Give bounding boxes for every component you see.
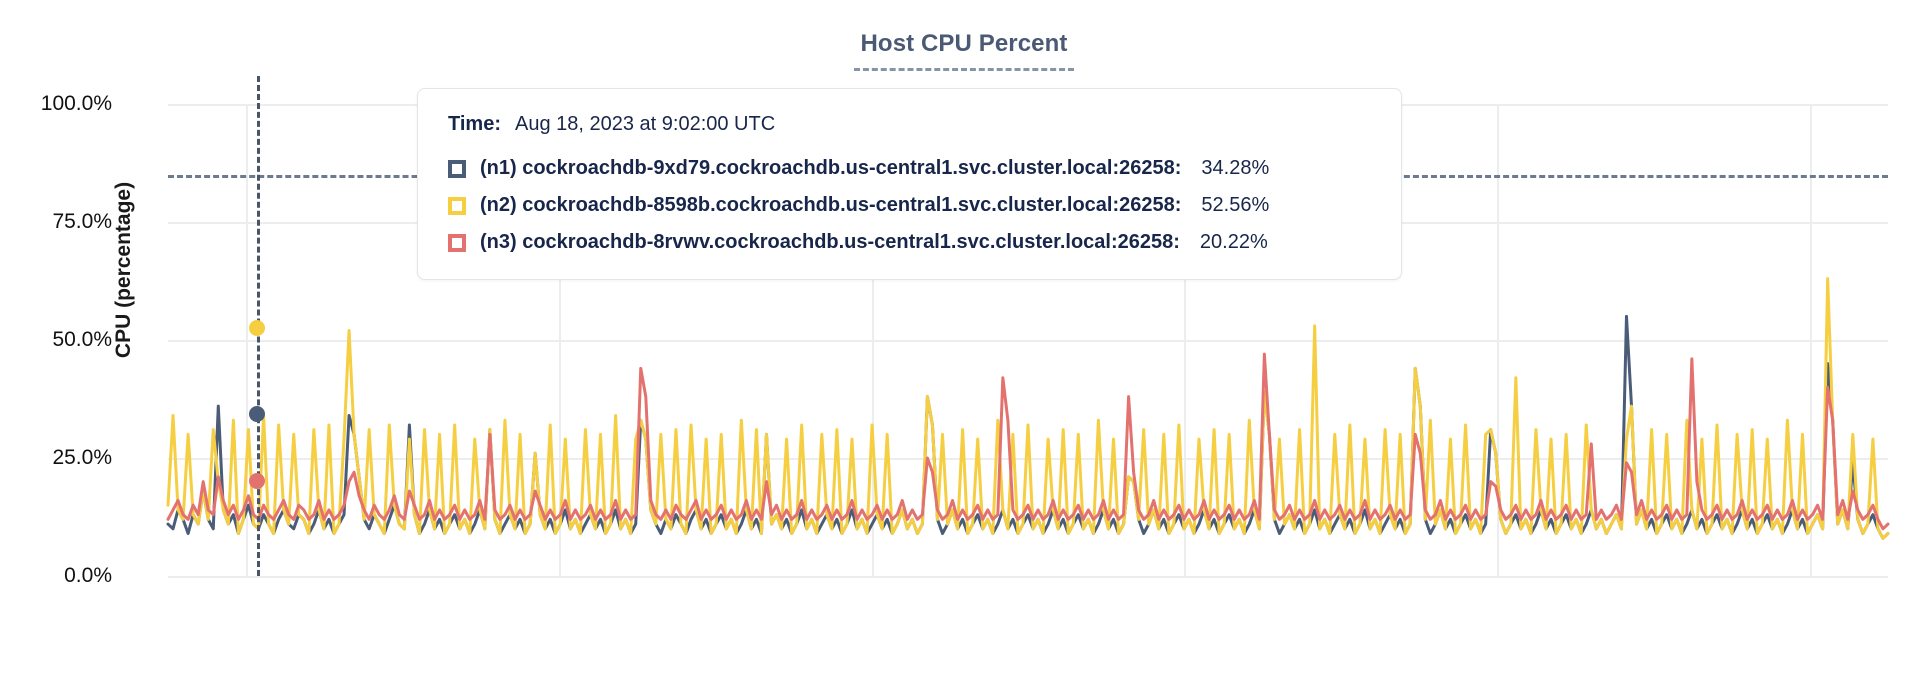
gridline-vertical <box>1809 104 1812 576</box>
gridline-vertical <box>1497 104 1500 576</box>
series-line-n2 <box>166 277 1890 540</box>
tooltip-time-value: Aug 18, 2023 at 9:02:00 UTC <box>514 113 776 135</box>
gridline-horizontal <box>168 458 1888 460</box>
tooltip-series-rows: (n1) cockroachdb-9xd79.cockroachdb.us-ce… <box>448 150 1371 261</box>
hover-marker-n1 <box>248 406 265 423</box>
hover-marker-n2 <box>248 319 265 336</box>
tooltip-series-value: 34.28% <box>1201 157 1270 179</box>
y-tick-label: 25.0% <box>52 446 112 469</box>
gridline-vertical <box>1184 104 1187 576</box>
y-tick-label: 0.0% <box>64 564 112 587</box>
tooltip-series-name: (n1) cockroachdb-9xd79.cockroachdb.us-ce… <box>480 157 1182 179</box>
tooltip-series-name: (n2) cockroachdb-8598b.cockroachdb.us-ce… <box>480 194 1182 216</box>
gridline-horizontal <box>168 576 1888 578</box>
page-title: Host CPU Percent <box>860 30 1068 57</box>
tooltip-time-row: Time: Aug 18, 2023 at 9:02:00 UTC <box>448 105 1371 150</box>
y-tick-label: 75.0% <box>52 210 112 233</box>
tooltip-series-name: (n3) cockroachdb-8rvwv.cockroachdb.us-ce… <box>480 231 1180 253</box>
tooltip-series-value: 52.56% <box>1201 194 1270 216</box>
legend-swatch-icon <box>448 233 466 252</box>
gridline-vertical <box>558 104 561 576</box>
title-underline <box>854 68 1074 71</box>
legend-swatch-icon <box>448 159 466 178</box>
y-tick-label: 50.0% <box>52 328 112 351</box>
tooltip-row: (n1) cockroachdb-9xd79.cockroachdb.us-ce… <box>448 150 1371 187</box>
legend-swatch-icon <box>448 196 466 215</box>
hover-marker-n3 <box>248 472 265 489</box>
tooltip-row: (n3) cockroachdb-8rvwv.cockroachdb.us-ce… <box>448 224 1371 261</box>
gridline-horizontal <box>168 340 1888 342</box>
tooltip-row: (n2) cockroachdb-8598b.cockroachdb.us-ce… <box>448 187 1371 224</box>
hover-tooltip: Time: Aug 18, 2023 at 9:02:00 UTC (n1) c… <box>417 88 1402 280</box>
y-tick-label: 100.0% <box>40 92 112 115</box>
tooltip-series-value: 20.22% <box>1199 231 1268 253</box>
tooltip-time-label: Time: <box>448 113 501 135</box>
gridline-vertical <box>871 104 874 576</box>
series-line-n3 <box>166 352 1890 531</box>
series-lines <box>166 277 1890 540</box>
gridline-vertical <box>246 104 249 576</box>
y-axis-title: CPU (percentage) <box>112 181 136 359</box>
